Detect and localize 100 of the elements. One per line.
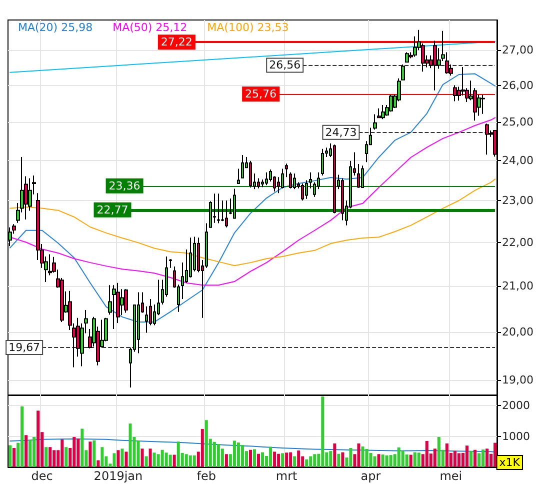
bar	[184, 454, 188, 467]
bar	[465, 446, 468, 467]
bar	[20, 406, 24, 467]
bar	[365, 448, 368, 467]
bar	[437, 436, 440, 467]
ref-line-label: 26,56	[269, 58, 301, 72]
bar	[96, 460, 100, 467]
bar	[188, 455, 192, 467]
line-series	[10, 438, 496, 452]
bar	[116, 450, 120, 467]
bar	[285, 452, 288, 467]
bar	[329, 451, 332, 467]
candlestick	[285, 163, 288, 178]
bar	[112, 453, 116, 467]
candlestick	[241, 154, 244, 179]
candlestick	[405, 52, 409, 63]
bar	[357, 443, 360, 467]
bar	[240, 444, 244, 467]
bar	[293, 456, 296, 467]
bar	[168, 454, 172, 467]
bar	[136, 440, 140, 467]
bar	[305, 459, 308, 467]
x-tick-label: 2019jan	[94, 469, 143, 483]
bar	[401, 450, 404, 467]
bar	[100, 447, 104, 467]
x-tick-label: apr	[360, 469, 381, 483]
bar	[309, 456, 312, 467]
bar	[128, 423, 132, 467]
candlestick	[433, 40, 437, 91]
bar	[148, 448, 152, 467]
candlestick	[137, 292, 140, 354]
ref-line-label: 23,36	[108, 179, 140, 192]
bar	[232, 440, 236, 467]
candlestick	[373, 114, 377, 130]
bar	[381, 454, 384, 467]
bar	[377, 454, 380, 467]
text: MA(50) 25,12	[112, 21, 188, 34]
ref-line-label: 25,76	[245, 87, 277, 100]
y-tick-label: 19,00	[502, 374, 534, 387]
bar	[172, 454, 176, 467]
bar	[333, 443, 336, 467]
bar	[253, 449, 256, 467]
bar	[200, 429, 204, 467]
bar	[164, 452, 168, 467]
bar	[48, 447, 52, 467]
bar	[313, 454, 316, 467]
x-tick-label: mrt	[276, 469, 298, 483]
candlestick	[381, 104, 385, 120]
line-series	[10, 73, 496, 323]
bar	[409, 454, 412, 467]
y-tick-label: 20,00	[502, 325, 534, 338]
bar	[204, 420, 208, 467]
bar	[425, 440, 428, 467]
candlestick	[281, 168, 284, 189]
bar	[433, 448, 436, 467]
candlestick	[289, 172, 292, 189]
bar	[453, 451, 456, 467]
bar	[389, 455, 392, 467]
bar	[76, 438, 80, 467]
y-tick-label: 25,00	[502, 116, 534, 129]
candlestick	[257, 178, 260, 189]
y-tick-label: 2000	[502, 399, 530, 412]
candlestick	[169, 258, 172, 268]
candlestick	[485, 123, 489, 156]
bar	[24, 435, 28, 467]
candlestick	[112, 284, 116, 330]
line-series	[10, 178, 496, 266]
bar	[72, 436, 76, 467]
bar	[36, 410, 40, 467]
candlestick	[453, 84, 457, 102]
bar	[273, 452, 276, 467]
bar	[477, 453, 480, 467]
candlestick	[389, 94, 393, 112]
bar	[176, 442, 180, 467]
candlestick	[377, 108, 381, 119]
bar	[385, 455, 388, 467]
candlestick	[357, 164, 360, 188]
y-tick-label: 26,00	[502, 78, 534, 92]
candlestick	[333, 144, 336, 214]
x-tick-label: feb	[196, 469, 216, 483]
bar	[321, 396, 324, 467]
bar	[289, 452, 292, 467]
bar	[341, 452, 344, 467]
y-tick-label: 21,00	[502, 279, 534, 292]
text: x1K	[499, 456, 521, 469]
candlestick	[309, 172, 312, 189]
bar	[224, 454, 228, 467]
y-tick-label: 1000	[502, 430, 530, 443]
bar	[369, 452, 372, 467]
candlestick	[237, 168, 240, 184]
bar	[44, 447, 48, 467]
candlestick	[305, 180, 308, 200]
ref-line-label: 27,22	[160, 36, 192, 49]
y-tick-label: 23,00	[502, 194, 534, 207]
candlestick	[401, 64, 405, 81]
candlestick	[217, 193, 220, 224]
text: MA(100) 23,53	[207, 21, 289, 34]
bar	[337, 454, 340, 467]
bar	[60, 439, 64, 467]
ref-line-label: 19,67	[8, 340, 40, 354]
